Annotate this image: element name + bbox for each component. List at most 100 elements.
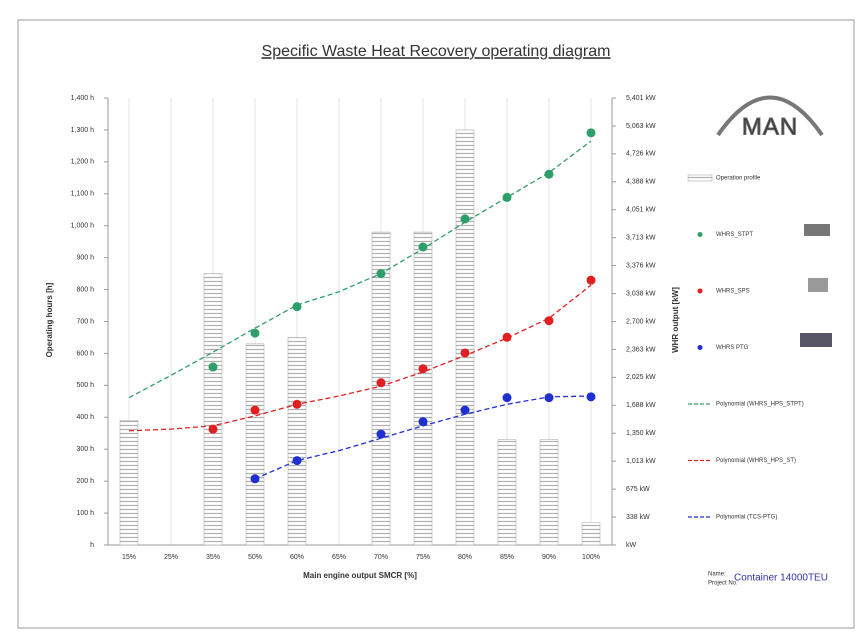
bar <box>581 522 601 546</box>
data-point <box>376 269 386 279</box>
footer-name: Container 14000TEU <box>734 573 828 584</box>
data-point <box>460 405 470 415</box>
y2-tick-label: 3,713 kW <box>626 235 656 242</box>
data-point <box>544 169 554 179</box>
y2-tick-label: 5,063 kW <box>626 123 656 130</box>
legend-label: WHRS_SPS <box>716 289 750 295</box>
data-point <box>502 192 512 202</box>
data-point <box>460 214 470 224</box>
y-axis-label: Operating hours [h] <box>45 282 54 357</box>
x-tick-label: 80% <box>458 554 472 561</box>
x-tick-label: 65% <box>332 554 346 561</box>
y-tick-label: 200 h <box>76 478 94 485</box>
data-point <box>586 392 596 402</box>
y2-tick-label: 1,688 kW <box>626 402 656 409</box>
legend-swatch <box>687 174 713 182</box>
x-tick-label: 90% <box>542 554 556 561</box>
trend-line <box>128 140 592 399</box>
y-tick-label: 500 h <box>76 382 94 389</box>
data-point <box>544 393 554 403</box>
bar <box>413 231 433 546</box>
trend-line <box>128 284 592 432</box>
equipment-icon <box>804 224 830 236</box>
x-axis-label: Main engine output SMCR [%] <box>303 571 417 580</box>
frame <box>17 19 855 629</box>
y-tick-label: 1,300 h <box>71 127 94 134</box>
data-point <box>502 393 512 403</box>
footer-name-label: Name: <box>708 572 726 578</box>
data-point <box>250 328 260 338</box>
x-tick-label: 75% <box>416 554 430 561</box>
y2-tick-label: 675 kW <box>626 486 650 493</box>
data-point <box>292 302 302 312</box>
bar <box>455 129 475 546</box>
legend-swatch <box>697 345 703 350</box>
bar <box>539 439 559 546</box>
legend-label: Polynomial (WHRS_HPS_ST) <box>716 458 796 464</box>
legend-label: Polynomial (WHRS_HPS_STPT) <box>716 402 804 408</box>
x-tick-label: 85% <box>500 554 514 561</box>
y2-tick-label: 3,038 kW <box>626 290 656 297</box>
y-tick-label: 1,400 h <box>71 95 94 102</box>
y2-tick-label: 2,025 kW <box>626 374 656 381</box>
logo-arc <box>716 95 824 137</box>
y2-tick-label: 2,700 kW <box>626 318 656 325</box>
x-tick-label: 25% <box>164 554 178 561</box>
y2-tick-label: 1,350 kW <box>626 430 656 437</box>
y2-tick-label: 338 kW <box>626 514 650 521</box>
data-point <box>292 456 302 466</box>
y2-tick-label: 4,726 kW <box>626 151 656 158</box>
x-tick-label: 15% <box>122 554 136 561</box>
y2-tick-label: 1,013 kW <box>626 458 656 465</box>
y2-axis-label: WHR output [kW] <box>671 287 680 353</box>
legend-label: WHRS_STPT <box>716 232 753 238</box>
legend-label: Polynomial (TCS-PTG) <box>716 515 777 521</box>
y-tick-label: 1,100 h <box>71 191 94 198</box>
y-tick-label: 1,200 h <box>71 159 94 166</box>
y-tick-label: 100 h <box>76 510 94 517</box>
y2-tick-label: kW <box>626 542 637 549</box>
data-point <box>586 275 596 285</box>
data-point <box>208 424 218 434</box>
legend-swatch <box>697 288 703 294</box>
data-point <box>502 332 512 342</box>
data-point <box>250 474 260 484</box>
bar <box>203 273 223 546</box>
data-point <box>418 417 428 427</box>
data-point <box>376 378 386 388</box>
bar <box>287 337 307 546</box>
equipment-icon <box>808 278 828 292</box>
x-tick-label: 70% <box>374 554 388 561</box>
y2-tick-label: 4,051 kW <box>626 207 656 214</box>
data-point <box>376 429 386 439</box>
legend-label: Operation profile <box>716 176 761 182</box>
chart-title: Specific Waste Heat Recovery operating d… <box>262 43 611 60</box>
data-point <box>418 242 428 252</box>
y-tick-label: 1,000 h <box>71 223 94 230</box>
footer-project-label: Project No. <box>708 581 738 587</box>
x-tick-label: 100% <box>582 554 600 561</box>
bar <box>371 231 391 546</box>
data-point <box>208 362 218 372</box>
y2-tick-label: 2,363 kW <box>626 346 656 353</box>
data-point <box>544 316 554 326</box>
y-tick-label: h <box>90 542 94 549</box>
data-point <box>418 364 428 374</box>
y-tick-label: 700 h <box>76 318 94 325</box>
y-tick-label: 600 h <box>76 350 94 357</box>
legend-label: WHRS PTG <box>716 345 749 351</box>
data-point <box>292 399 302 409</box>
y2-tick-label: 4,388 kW <box>626 179 656 186</box>
y2-tick-label: 5,401 kW <box>626 95 656 102</box>
data-point <box>250 405 260 415</box>
bar <box>245 343 265 546</box>
bar <box>119 420 139 546</box>
x-tick-label: 35% <box>206 554 220 561</box>
y2-tick-label: 3,376 kW <box>626 262 656 269</box>
bar <box>497 439 517 546</box>
y-tick-label: 400 h <box>76 414 94 421</box>
logo: MAN <box>742 113 798 140</box>
legend-swatch <box>697 232 703 237</box>
data-point <box>586 128 596 138</box>
